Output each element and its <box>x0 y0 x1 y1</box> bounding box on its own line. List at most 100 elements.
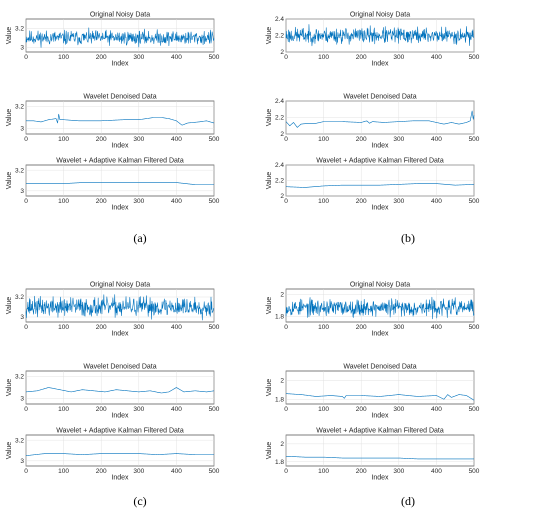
series-line-c1-0 <box>25 387 215 394</box>
y-axis-label-c1: Value <box>6 379 13 396</box>
x-tick-label-c2-5: 500 <box>209 468 220 475</box>
y-tick-label-d0-1: 2 <box>280 292 284 299</box>
x-axis-label-d2: Index <box>371 475 389 482</box>
chart-title-c1: Wavelet Denoised Data <box>83 364 156 371</box>
caption-b: (b) <box>401 231 415 245</box>
x-tick-label-a0-4: 400 <box>171 54 182 61</box>
y-axis-label-b0: Value <box>266 27 273 44</box>
x-tick-label-a0-0: 0 <box>24 54 28 61</box>
x-tick-label-d2-5: 500 <box>469 468 480 475</box>
x-tick-label-d2-0: 0 <box>284 468 288 475</box>
series-line-d0-0 <box>285 296 475 320</box>
x-tick-label-c1-2: 200 <box>96 406 107 413</box>
y-tick-label-d1-0: 1.8 <box>275 396 284 403</box>
x-tick-label-a2-1: 100 <box>58 198 69 205</box>
x-tick-label-c2-1: 100 <box>58 468 69 475</box>
y-tick-label-a0-0: 3 <box>20 44 24 51</box>
x-tick-label-a1-3: 300 <box>133 136 144 143</box>
y-tick-label-b1-0: 2 <box>280 131 284 138</box>
chart-title-a0: Original Noisy Data <box>90 12 150 19</box>
y-tick-label-b1-2: 2.4 <box>275 98 284 105</box>
series-line-d2-0 <box>285 455 474 460</box>
caption-c: (c) <box>133 494 146 508</box>
x-tick-label-a0-1: 100 <box>58 54 69 61</box>
plot-area-a2 <box>25 164 215 197</box>
x-tick-label-a1-2: 200 <box>96 136 107 143</box>
chart-title-b2: Wavelet + Adaptive Kalman Filtered Data <box>316 158 444 165</box>
chart-d2: 0 100 200 300 400 500 1.8 2 Wavelet + Adaptive K… <box>266 428 480 482</box>
chart-c1: 0 100 200 300 400 500 3 3.2 Wavelet Denoised Dat… <box>6 364 220 420</box>
chart-title-b0: Original Noisy Data <box>350 12 410 19</box>
x-tick-label-a0-2: 200 <box>96 54 107 61</box>
x-tick-label-b2-2: 200 <box>356 198 367 205</box>
x-tick-label-d2-3: 300 <box>393 468 404 475</box>
y-tick-label-b0-1: 2.2 <box>275 33 284 40</box>
x-tick-label-a2-5: 500 <box>209 198 220 205</box>
chart-d1: 0 100 200 300 400 500 1.8 2 Wavelet Denoised Dat… <box>266 364 480 420</box>
y-tick-label-c0-1: 3.2 <box>15 294 24 301</box>
x-axis-label-c1: Index <box>111 413 129 420</box>
x-tick-label-b0-5: 500 <box>469 54 480 61</box>
x-tick-label-a1-4: 400 <box>171 136 182 143</box>
chart-b2: 0 100 200 300 400 500 2 2.2 2.4 Wavelet + Adaptiv… <box>266 158 480 212</box>
y-tick-label-d2-0: 1.8 <box>275 459 284 466</box>
plot-area-a1 <box>25 100 215 135</box>
plot-area-d1 <box>285 370 475 405</box>
y-axis-label-d2: Value <box>266 442 273 459</box>
x-tick-label-d1-4: 400 <box>431 406 442 413</box>
x-tick-label-a2-2: 200 <box>96 198 107 205</box>
chart-a2: 0 100 200 300 400 500 3 3.2 Wavelet + Adaptive K… <box>6 158 220 212</box>
series-line-d1-0 <box>285 393 475 401</box>
caption-a: (a) <box>133 231 146 245</box>
y-tick-label-a2-1: 3.2 <box>15 167 24 174</box>
x-tick-label-d0-4: 400 <box>431 324 442 331</box>
series-line-a2-0 <box>26 182 214 185</box>
y-tick-label-b2-0: 2 <box>280 193 284 200</box>
x-tick-label-a1-1: 100 <box>58 136 69 143</box>
x-tick-label-c1-0: 0 <box>24 406 28 413</box>
x-tick-label-a2-4: 400 <box>171 198 182 205</box>
x-tick-label-c1-5: 500 <box>209 406 220 413</box>
x-tick-label-b1-1: 100 <box>318 136 329 143</box>
x-axis-label-c0: Index <box>111 331 129 338</box>
x-tick-label-b1-4: 400 <box>431 136 442 143</box>
x-tick-label-b1-5: 500 <box>469 136 480 143</box>
y-tick-label-b2-1: 2.2 <box>275 178 284 185</box>
x-tick-label-b2-4: 400 <box>431 198 442 205</box>
x-tick-label-d1-5: 500 <box>469 406 480 413</box>
chart-c2: 0 100 200 300 400 500 3 3.2 Wavelet + Adaptive K… <box>6 428 220 482</box>
y-tick-label-a1-0: 3 <box>20 126 24 133</box>
x-tick-label-c2-0: 0 <box>24 468 28 475</box>
y-axis-label-d1: Value <box>266 379 273 396</box>
x-tick-label-d1-3: 300 <box>393 406 404 413</box>
chart-title-c2: Wavelet + Adaptive Kalman Filtered Data <box>56 428 184 435</box>
y-tick-label-d2-1: 2 <box>280 441 284 448</box>
x-tick-label-b2-0: 0 <box>284 198 288 205</box>
x-tick-label-b2-5: 500 <box>469 198 480 205</box>
y-tick-label-a2-0: 3 <box>20 188 24 195</box>
x-tick-label-d1-0: 0 <box>284 406 288 413</box>
x-tick-label-c1-4: 400 <box>171 406 182 413</box>
y-tick-label-c2-1: 3.2 <box>15 437 24 444</box>
x-tick-label-c0-5: 500 <box>209 324 220 331</box>
y-tick-label-a0-1: 3.2 <box>15 26 24 33</box>
series-line-c2-0 <box>25 453 214 456</box>
y-axis-label-b2: Value <box>266 172 273 189</box>
y-axis-label-d0: Value <box>266 297 273 314</box>
plot-area-d2 <box>285 434 475 467</box>
y-tick-label-b0-0: 2 <box>280 49 284 56</box>
y-tick-label-b1-1: 2.2 <box>275 115 284 122</box>
y-axis-label-a2: Value <box>6 172 13 189</box>
y-tick-label-d0-0: 1.8 <box>275 314 284 321</box>
y-tick-label-b2-2: 2.4 <box>275 162 284 169</box>
x-tick-label-b1-2: 200 <box>356 136 367 143</box>
x-tick-label-b0-2: 200 <box>356 54 367 61</box>
x-tick-label-b0-1: 100 <box>318 54 329 61</box>
series-line-c0-0 <box>25 294 215 321</box>
x-axis-label-b0: Index <box>371 61 389 68</box>
x-tick-label-a2-0: 0 <box>24 198 28 205</box>
x-tick-label-a1-5: 500 <box>209 136 220 143</box>
y-tick-label-c1-0: 3 <box>20 396 24 403</box>
x-tick-label-c0-0: 0 <box>24 324 28 331</box>
